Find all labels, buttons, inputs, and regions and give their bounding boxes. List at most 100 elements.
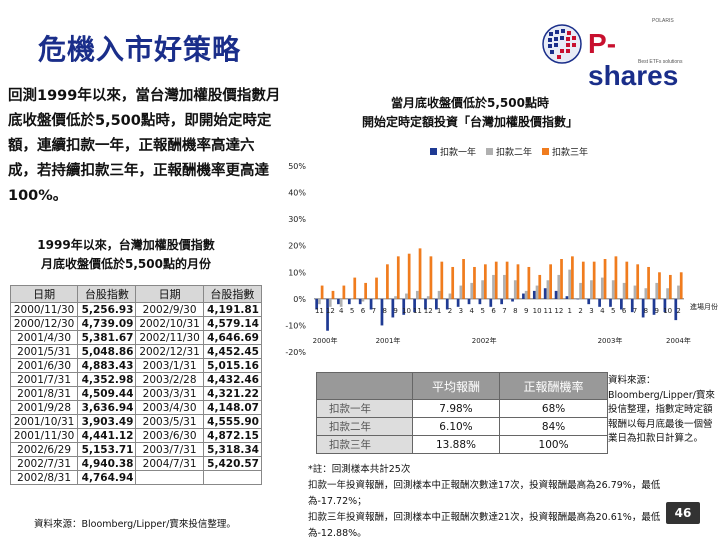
index-cell: 4,872.15 bbox=[202, 428, 263, 443]
bar bbox=[451, 266, 455, 299]
x-tick-label: 6 bbox=[491, 307, 496, 315]
value-cell: 7.98% bbox=[411, 399, 501, 418]
bar bbox=[391, 298, 395, 318]
side-label: 進場月份 bbox=[690, 302, 718, 311]
x-tick-label: 9 bbox=[524, 307, 528, 315]
x-tick-label: 10 bbox=[533, 307, 542, 315]
bar bbox=[320, 285, 324, 299]
table-row: 2001/11/30 4,441.12 2003/6/30 4,872.15 bbox=[9, 428, 263, 443]
x-tick-label: 4 bbox=[470, 307, 475, 315]
bar bbox=[424, 298, 427, 310]
x-tick-label: 4 bbox=[600, 307, 605, 315]
bar bbox=[473, 266, 476, 299]
y-tick-label: 10% bbox=[288, 268, 306, 277]
chart-title: 當月底收盤價低於5,500點時 開始定時定額投資「台灣加權股價指數」 bbox=[361, 96, 578, 129]
y-tick-label: 20% bbox=[288, 242, 306, 251]
bar bbox=[353, 277, 357, 299]
bar bbox=[481, 280, 484, 299]
year-label: 2001年 bbox=[376, 336, 401, 345]
bar bbox=[620, 298, 623, 310]
x-tick-label: 5 bbox=[611, 307, 615, 315]
bar bbox=[489, 298, 493, 307]
value-cell: 84% bbox=[499, 417, 608, 436]
index-cell: 4,555.90 bbox=[202, 414, 263, 429]
date-cell: 2003/4/30 bbox=[135, 400, 204, 415]
date-cell bbox=[135, 470, 204, 485]
table-row: 扣款二年 6.10% 84% bbox=[316, 417, 608, 436]
bar bbox=[516, 264, 520, 299]
bar bbox=[503, 274, 506, 299]
bar bbox=[677, 285, 680, 299]
x-tick-label: 9 bbox=[393, 307, 397, 315]
bar bbox=[644, 288, 648, 299]
x-tick-label: 8 bbox=[644, 307, 648, 315]
index-cell: 4,579.14 bbox=[202, 316, 263, 331]
index-cell: 5,256.93 bbox=[77, 302, 137, 317]
date-cell: 2001/8/31 bbox=[9, 386, 79, 401]
bar bbox=[429, 256, 433, 299]
bar bbox=[500, 298, 504, 305]
table-row: 2001/5/31 5,048.86 2002/12/31 4,452.45 bbox=[9, 344, 263, 359]
return-table-header: 正報酬機率 bbox=[499, 372, 608, 400]
bar bbox=[418, 248, 422, 299]
footnote: *註：回測樣本共計25次 扣款一年投資報酬，回測樣本中正報酬次數達17次，投資報酬… bbox=[308, 462, 698, 542]
x-tick-label: 1 bbox=[568, 307, 572, 315]
bar bbox=[380, 298, 384, 326]
year-label: 2004年 bbox=[666, 336, 691, 345]
index-table: 日期 台股指數 日期 台股指數 2000/11/30 5,256.93 2002/9/30… bbox=[9, 285, 263, 485]
bar bbox=[358, 298, 362, 305]
bar bbox=[369, 298, 373, 310]
value-cell: 68% bbox=[499, 399, 608, 418]
bar bbox=[511, 298, 514, 302]
date-cell: 2002/7/31 bbox=[9, 456, 79, 471]
bar bbox=[565, 296, 569, 299]
bar bbox=[413, 298, 416, 313]
x-tick-label: 2 bbox=[448, 307, 452, 315]
bar bbox=[614, 256, 618, 299]
index-cell: 4,432.46 bbox=[202, 372, 263, 387]
index-cell: 4,883.43 bbox=[77, 358, 137, 373]
y-tick-label: -10% bbox=[285, 321, 306, 330]
x-tick-label: 9 bbox=[655, 307, 659, 315]
index-cell: 5,015.16 bbox=[202, 358, 263, 373]
bar bbox=[663, 298, 667, 313]
bar bbox=[470, 282, 474, 299]
index-cell: 4,452.45 bbox=[202, 344, 263, 359]
x-tick-label: 12 bbox=[424, 307, 433, 315]
x-tick-label: 2 bbox=[578, 307, 582, 315]
table-row: 2002/8/31 4,764.94 bbox=[9, 470, 263, 485]
bar bbox=[625, 261, 629, 299]
value-cell: 100% bbox=[499, 435, 608, 454]
y-tick-label: 40% bbox=[288, 189, 306, 198]
x-tick-label: 5 bbox=[350, 307, 354, 315]
date-cell: 2002/11/30 bbox=[135, 330, 204, 345]
bar bbox=[532, 290, 536, 299]
bar bbox=[483, 264, 487, 299]
bar bbox=[494, 261, 498, 299]
bar bbox=[492, 274, 495, 299]
index-table-header: 台股指數 bbox=[77, 285, 137, 303]
year-label: 2003年 bbox=[598, 336, 623, 345]
date-cell: 2001/5/31 bbox=[9, 344, 79, 359]
index-cell: 4,940.38 bbox=[77, 456, 137, 471]
index-cell: 5,153.71 bbox=[77, 442, 137, 457]
legend-label: 扣款一年 bbox=[440, 146, 476, 158]
bar bbox=[372, 298, 376, 300]
footnote-line: 扣款三年投資報酬，回測樣本中正報酬次數達21次，投資報酬最高為20.61%，最低… bbox=[308, 512, 661, 539]
x-tick-label: 8 bbox=[383, 307, 387, 315]
index-cell: 4,148.07 bbox=[202, 400, 263, 415]
row-label-cell: 扣款三年 bbox=[316, 435, 413, 454]
table-row: 2001/10/31 3,903.49 2003/5/31 4,555.90 bbox=[9, 414, 263, 429]
date-cell: 2000/11/30 bbox=[9, 302, 79, 317]
table-row: 2001/7/31 4,352.98 2003/2/28 4,432.46 bbox=[9, 372, 263, 387]
logo-tagline: Best ETFs solutions bbox=[638, 59, 683, 65]
bar bbox=[527, 266, 531, 299]
bar bbox=[641, 298, 645, 318]
date-cell: 2001/9/28 bbox=[9, 400, 79, 415]
intro-paragraph: 回測1999年以來，當台灣加權股價指數月底收盤價低於5,500點時，即開始定時定… bbox=[8, 88, 281, 204]
bar bbox=[679, 272, 683, 299]
x-tick-label: 3 bbox=[589, 307, 593, 315]
x-tick-label: 6 bbox=[361, 307, 366, 315]
table-row: 2001/8/31 4,509.44 2003/3/31 4,321.22 bbox=[9, 386, 263, 401]
bar bbox=[647, 266, 650, 299]
